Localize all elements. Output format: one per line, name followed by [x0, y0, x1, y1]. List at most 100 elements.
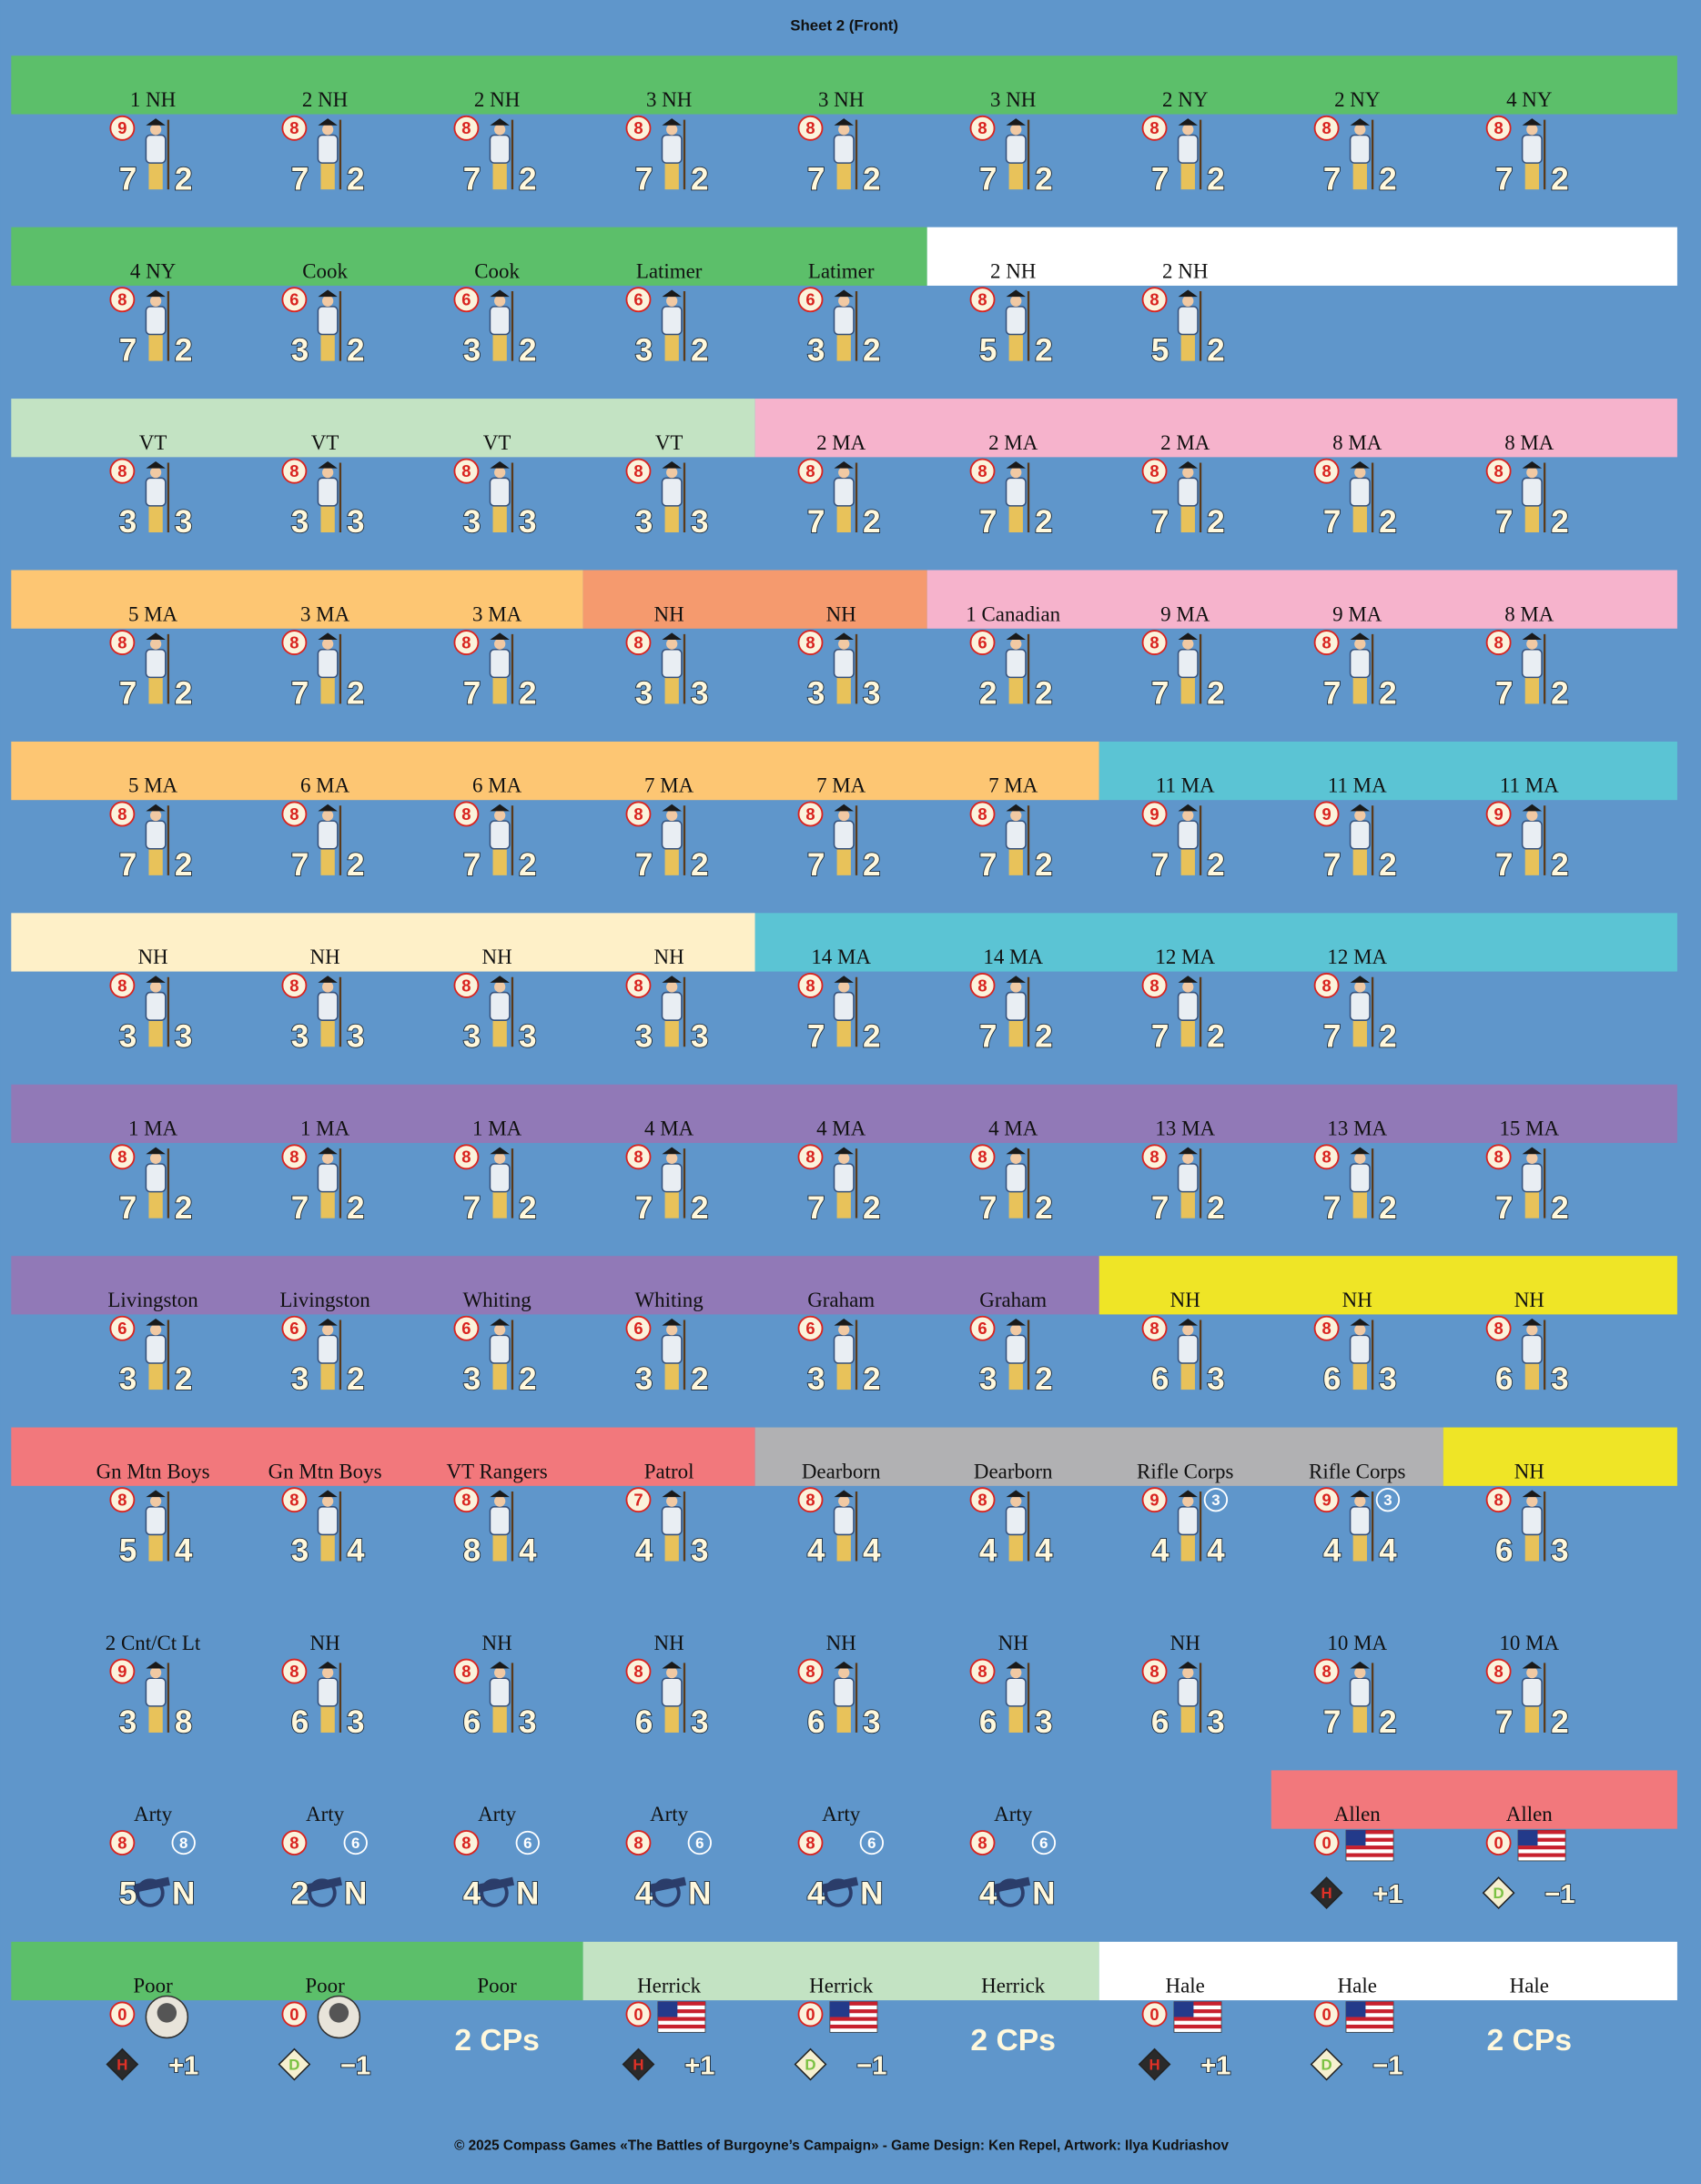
counter-label: Allen [1334, 1803, 1381, 1825]
soldier-coat [145, 991, 167, 1021]
morale-circle [281, 458, 308, 484]
combat: 7 [1495, 676, 1514, 712]
morale-circle [281, 1487, 308, 1513]
morale-circle [1485, 115, 1512, 141]
counter-label: 2 NH [302, 88, 348, 111]
flag-stripe [1518, 1830, 1566, 1835]
morale: 8 [461, 1148, 471, 1167]
counter-label: Arty [478, 1803, 517, 1825]
morale: 8 [117, 1491, 127, 1510]
soldier-head [666, 467, 678, 479]
soldier-legs [836, 1359, 851, 1390]
soldier-coat [317, 820, 339, 850]
counter: 13 MA 8 7 2 [1141, 1117, 1226, 1227]
combat: 3 [119, 1361, 137, 1397]
counter: 10 MA 8 7 2 [1485, 1632, 1570, 1741]
soldier-legs [1008, 1188, 1023, 1218]
morale-circle [453, 115, 480, 141]
combat: 4 [463, 1876, 481, 1911]
soldier-hat [1006, 1661, 1026, 1669]
morale: 9 [1149, 804, 1159, 824]
counter: Arty 8 6 4 N [453, 1803, 540, 1912]
soldier-head [666, 1666, 678, 1679]
soldier-legs [1008, 1702, 1023, 1733]
soldier-head [1182, 981, 1194, 993]
counter-label: 13 MA [1327, 1117, 1387, 1140]
morale: 9 [117, 118, 127, 137]
soldier-legs [492, 1702, 507, 1733]
combat: 5 [119, 1876, 137, 1911]
morale-circle [1313, 1487, 1340, 1513]
soldier-head [322, 124, 334, 136]
morale: 6 [977, 1319, 987, 1338]
soldier-head [1010, 1324, 1022, 1336]
morale: 8 [1149, 1148, 1159, 1167]
movement: 2 [1551, 847, 1569, 883]
counter: 12 MA 8 7 2 [1313, 945, 1398, 1055]
morale: 8 [461, 1491, 471, 1510]
soldier-legs [148, 1530, 163, 1562]
counter: Arty 8 6 4 N [625, 1803, 712, 1912]
soldier-hat [1350, 1661, 1371, 1669]
modifier: +1 [1200, 2051, 1230, 2080]
movement: 2 [175, 1361, 193, 1397]
morale: 8 [1149, 118, 1159, 137]
counter: 7 MA8 7 2 [625, 774, 710, 884]
ability-diamond [622, 2048, 655, 2081]
movement: 2 [1035, 1018, 1053, 1054]
movement: 2 [519, 333, 537, 369]
soldier-legs [320, 329, 335, 361]
counter-label: NH [826, 602, 856, 625]
cannon-barrel [477, 1876, 515, 1893]
morale-circle [625, 1315, 652, 1341]
morale-circle [109, 2001, 136, 2027]
counter: 2 NY8 7 2 [1141, 88, 1226, 197]
soldier-head [838, 467, 850, 479]
morale: 6 [805, 290, 815, 309]
combat: 4 [635, 1533, 653, 1569]
counter-label: 2 NY [1334, 88, 1380, 111]
morale-circle [1141, 2001, 1168, 2027]
soldier-head [1354, 1152, 1366, 1164]
soldier-coat [661, 1677, 683, 1707]
counter: Arty 8 6 2 N [281, 1803, 368, 1912]
counter: NH 8 6 3 [797, 1632, 882, 1741]
soldier-hat [662, 118, 682, 126]
soldier-head [1354, 981, 1366, 993]
soldier-hat [1006, 1490, 1026, 1498]
soldier-coat [1177, 477, 1199, 507]
soldier-hat [1178, 804, 1199, 812]
soldier-hat [834, 1319, 854, 1326]
counter-label: 12 MA [1327, 945, 1387, 968]
soldier-head [1010, 1666, 1022, 1679]
flag-canton [1173, 2001, 1194, 2017]
counter-label: 10 MA [1327, 1632, 1387, 1654]
counter-label: VT [139, 431, 167, 454]
command-points: 2 CPs [970, 2024, 1056, 2058]
soldier-legs [1180, 1359, 1195, 1390]
counter: 12 MA 8 7 2 [1141, 945, 1226, 1055]
counter: Rifle Corps 9 3 4 4 [1137, 1460, 1233, 1569]
soldier-head [149, 809, 162, 822]
counter-label: Latimer [808, 259, 875, 282]
morale-circle [625, 1487, 652, 1513]
morale-circle [281, 1658, 308, 1684]
combat: 3 [463, 1361, 481, 1397]
counter-label: NH [1342, 1289, 1372, 1311]
morale: 8 [633, 804, 643, 824]
morale: 8 [805, 461, 815, 480]
morale-circle [109, 972, 136, 998]
movement: 2 [1379, 1190, 1397, 1226]
soldier-head [1526, 1495, 1538, 1507]
soldier-hat [490, 804, 510, 812]
soldier-hat [1178, 1661, 1199, 1669]
morale-circle [1485, 630, 1512, 655]
soldier-hat [834, 1147, 854, 1155]
soldier-head [149, 981, 162, 993]
soldier-hat [146, 804, 166, 812]
combat: 7 [463, 161, 481, 197]
cannon-wheel [480, 1878, 509, 1907]
counter-label: Graham [807, 1289, 875, 1311]
soldier-coat [833, 1163, 855, 1193]
